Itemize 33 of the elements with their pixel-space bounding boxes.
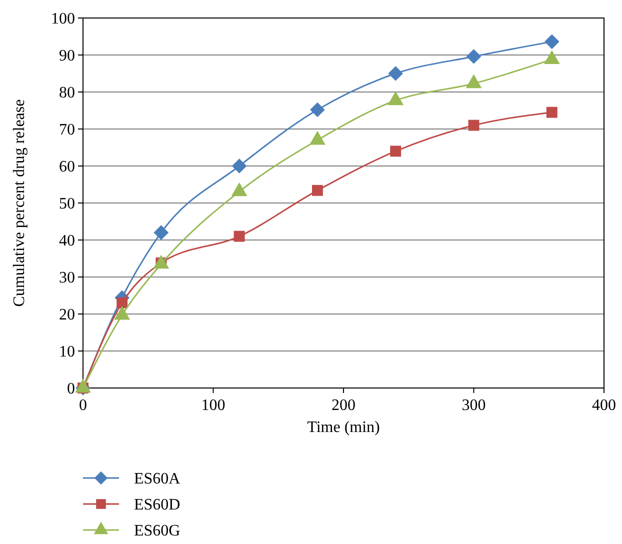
point — [312, 184, 323, 196]
point — [154, 225, 169, 240]
x-tick-label: 400 — [592, 397, 616, 414]
y-tick-label: 60 — [59, 158, 75, 176]
point — [232, 158, 247, 174]
x-tick-label: 100 — [201, 397, 226, 414]
y-tick-label: 0 — [67, 380, 75, 398]
y-tick-label: 100 — [51, 10, 75, 28]
legend-label: ES60G — [134, 522, 181, 540]
point — [468, 120, 480, 131]
x-axis-title: Time (min) — [307, 419, 380, 436]
y-tick-label: 50 — [59, 196, 75, 213]
point — [544, 34, 560, 50]
point — [546, 106, 558, 118]
point — [466, 49, 482, 64]
point — [310, 102, 325, 118]
point — [388, 66, 404, 81]
y-tick-label: 80 — [59, 84, 75, 102]
point — [234, 230, 245, 242]
x-tick-label: 300 — [462, 397, 486, 414]
y-tick-label: 10 — [59, 344, 75, 361]
x-tick-label: 200 — [332, 397, 356, 414]
point — [116, 297, 128, 308]
x-tick-label: 0 — [79, 397, 87, 414]
point — [390, 146, 402, 157]
y-tick-label: 20 — [59, 306, 75, 324]
y-tick-label: 30 — [59, 270, 75, 287]
y-tick-label: 70 — [59, 122, 75, 139]
y-axis-title: Cumulative percent drug release — [11, 99, 28, 307]
legend-label: ES60D — [134, 496, 180, 514]
y-tick-label: 90 — [59, 48, 75, 65]
legend-label: ES60A — [134, 470, 181, 488]
y-tick-label: 40 — [59, 232, 75, 250]
